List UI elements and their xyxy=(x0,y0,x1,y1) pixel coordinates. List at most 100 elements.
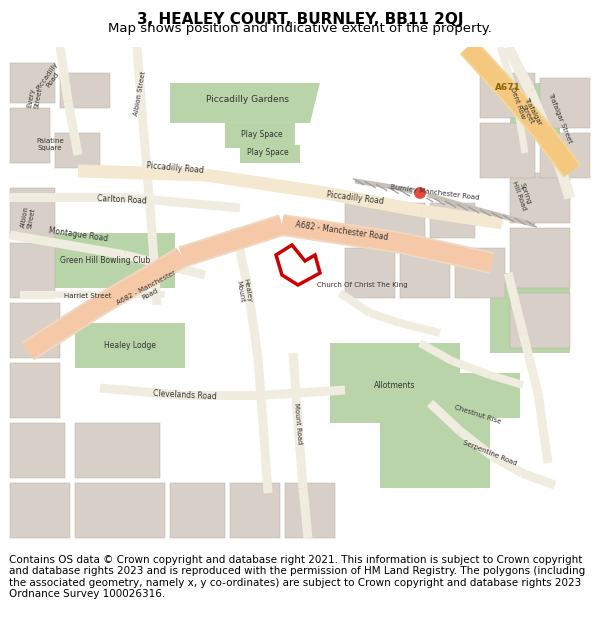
Polygon shape xyxy=(289,352,302,423)
Polygon shape xyxy=(225,123,295,148)
Polygon shape xyxy=(254,357,268,423)
Polygon shape xyxy=(137,111,151,171)
Polygon shape xyxy=(265,386,345,399)
Text: Harriet Street: Harriet Street xyxy=(64,293,112,299)
Polygon shape xyxy=(540,133,590,178)
Polygon shape xyxy=(457,428,495,459)
Polygon shape xyxy=(421,204,503,229)
Polygon shape xyxy=(230,227,253,289)
Text: Albion
Street: Albion Street xyxy=(20,206,37,230)
Polygon shape xyxy=(418,339,454,364)
Polygon shape xyxy=(400,234,494,272)
Polygon shape xyxy=(204,169,326,199)
Text: Piccadilly Road: Piccadilly Road xyxy=(326,190,384,206)
Polygon shape xyxy=(451,357,491,379)
Text: A682 - Manchester
Road: A682 - Manchester Road xyxy=(116,270,180,312)
Polygon shape xyxy=(280,214,404,254)
Polygon shape xyxy=(500,84,550,138)
Polygon shape xyxy=(148,232,161,306)
Polygon shape xyxy=(510,173,570,223)
Text: Dent Row: Dent Row xyxy=(509,86,527,119)
Polygon shape xyxy=(480,123,535,178)
Polygon shape xyxy=(10,63,55,103)
Polygon shape xyxy=(503,272,527,334)
Polygon shape xyxy=(497,46,518,94)
Polygon shape xyxy=(95,249,187,312)
Polygon shape xyxy=(75,423,160,478)
Text: Serpentine Road: Serpentine Road xyxy=(462,439,518,467)
Polygon shape xyxy=(512,92,529,154)
Polygon shape xyxy=(533,124,581,177)
Text: Palatine
Square: Palatine Square xyxy=(36,138,64,151)
Text: Clevelands Road: Clevelands Road xyxy=(153,389,217,401)
Text: Trafalgar
Street: Trafalgar Street xyxy=(517,96,543,129)
Polygon shape xyxy=(490,273,570,353)
Polygon shape xyxy=(345,203,425,243)
Polygon shape xyxy=(400,248,450,298)
Polygon shape xyxy=(518,332,542,394)
Polygon shape xyxy=(455,248,505,298)
Text: Contains OS data © Crown copyright and database right 2021. This information is : Contains OS data © Crown copyright and d… xyxy=(9,554,585,599)
Polygon shape xyxy=(55,233,175,288)
Polygon shape xyxy=(10,483,70,538)
Polygon shape xyxy=(550,149,575,199)
Text: Trafalgar Street: Trafalgar Street xyxy=(547,92,573,144)
Polygon shape xyxy=(510,228,570,288)
Polygon shape xyxy=(345,248,395,298)
Text: Map shows position and indicative extent of the property.: Map shows position and indicative extent… xyxy=(108,22,492,35)
Polygon shape xyxy=(259,422,272,493)
Polygon shape xyxy=(450,373,520,418)
Polygon shape xyxy=(525,89,560,153)
Text: Piccadilly Gardens: Piccadilly Gardens xyxy=(206,96,290,104)
Polygon shape xyxy=(10,363,60,418)
Polygon shape xyxy=(501,85,549,137)
Text: Piccadilly Road: Piccadilly Road xyxy=(146,161,204,175)
Polygon shape xyxy=(22,296,106,360)
Polygon shape xyxy=(324,186,423,218)
Polygon shape xyxy=(338,289,372,316)
Circle shape xyxy=(413,186,427,200)
Text: Chestnut Rise: Chestnut Rise xyxy=(454,405,502,426)
Polygon shape xyxy=(510,293,570,348)
Polygon shape xyxy=(480,73,535,118)
Text: Carlton Road: Carlton Road xyxy=(97,194,147,206)
Polygon shape xyxy=(179,214,286,268)
Polygon shape xyxy=(75,483,165,538)
Polygon shape xyxy=(55,133,100,168)
Text: Montague Road: Montague Road xyxy=(47,226,109,244)
Polygon shape xyxy=(503,44,535,93)
Polygon shape xyxy=(10,423,65,478)
Polygon shape xyxy=(281,216,403,252)
Polygon shape xyxy=(299,488,313,539)
Polygon shape xyxy=(355,179,392,189)
Polygon shape xyxy=(460,39,516,98)
Text: Piccadilly
Road: Piccadilly Road xyxy=(35,61,65,95)
Polygon shape xyxy=(461,41,515,97)
Text: Church Of Christ The King: Church Of Christ The King xyxy=(317,282,407,288)
Polygon shape xyxy=(230,483,280,538)
Polygon shape xyxy=(64,100,82,156)
Polygon shape xyxy=(143,171,157,233)
Polygon shape xyxy=(75,323,185,368)
Polygon shape xyxy=(56,46,73,101)
Polygon shape xyxy=(130,194,241,213)
Polygon shape xyxy=(10,243,55,298)
Polygon shape xyxy=(533,392,553,464)
Polygon shape xyxy=(180,391,265,399)
Polygon shape xyxy=(10,194,130,202)
Polygon shape xyxy=(60,73,110,108)
Text: Play Space: Play Space xyxy=(247,148,289,158)
Text: 3, HEALEY COURT, BURNLEY, BB11 2QJ: 3, HEALEY COURT, BURNLEY, BB11 2QJ xyxy=(137,12,463,27)
Text: Spring
Hill Road: Spring Hill Road xyxy=(511,178,533,212)
Text: Green Hill Bowling Club: Green Hill Bowling Club xyxy=(60,256,150,266)
Polygon shape xyxy=(9,231,126,259)
Polygon shape xyxy=(240,145,300,163)
Text: A671: A671 xyxy=(495,83,521,92)
Polygon shape xyxy=(124,251,206,279)
Text: A682 - Manchester Road: A682 - Manchester Road xyxy=(295,220,389,242)
Polygon shape xyxy=(400,232,494,274)
Polygon shape xyxy=(369,309,401,327)
Text: Healey Lodge: Healey Lodge xyxy=(104,341,156,349)
Text: Burnley Manchester Road: Burnley Manchester Road xyxy=(390,184,480,201)
Polygon shape xyxy=(520,469,557,489)
